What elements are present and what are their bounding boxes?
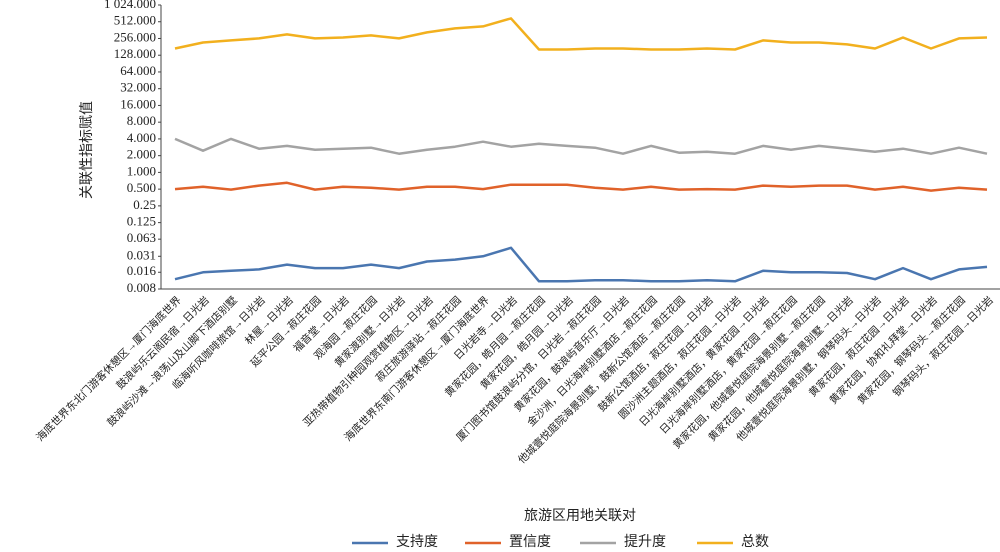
y-tick-label: 64.000	[120, 63, 156, 78]
y-tick-label: 1.000	[127, 163, 156, 178]
y-tick-label: 8.000	[127, 113, 156, 128]
y-tick-label: 256.000	[114, 29, 156, 44]
series-line	[174, 246, 988, 283]
y-tick-label: 0.031	[127, 247, 156, 262]
y-tick-label: 128.000	[114, 46, 156, 61]
series-line	[174, 17, 988, 51]
legend-label: 置信度	[509, 534, 551, 550]
legend-label: 提升度	[624, 534, 666, 550]
x-tick-label: 钢琴码头，菽庄花园→日光岩	[890, 294, 996, 400]
legend-label: 总数	[741, 534, 769, 550]
y-tick-label: 4.000	[127, 130, 156, 145]
y-tick-label: 0.125	[127, 214, 156, 229]
x-axis-title: 旅游区用地关联对	[524, 508, 636, 524]
y-tick-label: 512.000	[114, 13, 156, 28]
y-tick-label: 32.000	[120, 80, 156, 95]
y-tick-label: 0.016	[127, 263, 157, 278]
y-tick-label: 0.063	[127, 230, 156, 245]
legend-label: 支持度	[396, 534, 438, 550]
series-line	[174, 137, 988, 155]
y-tick-label: 1 024.000	[104, 0, 156, 11]
y-tick-label: 16.000	[120, 96, 156, 111]
y-axis-title: 关联性指标赋值	[79, 101, 95, 199]
y-tick-label: 0.500	[127, 180, 156, 195]
series-line	[174, 181, 988, 192]
y-tick-label: 2.000	[127, 147, 156, 162]
y-tick-label: 0.008	[127, 280, 156, 295]
y-tick-label: 0.25	[133, 197, 156, 212]
